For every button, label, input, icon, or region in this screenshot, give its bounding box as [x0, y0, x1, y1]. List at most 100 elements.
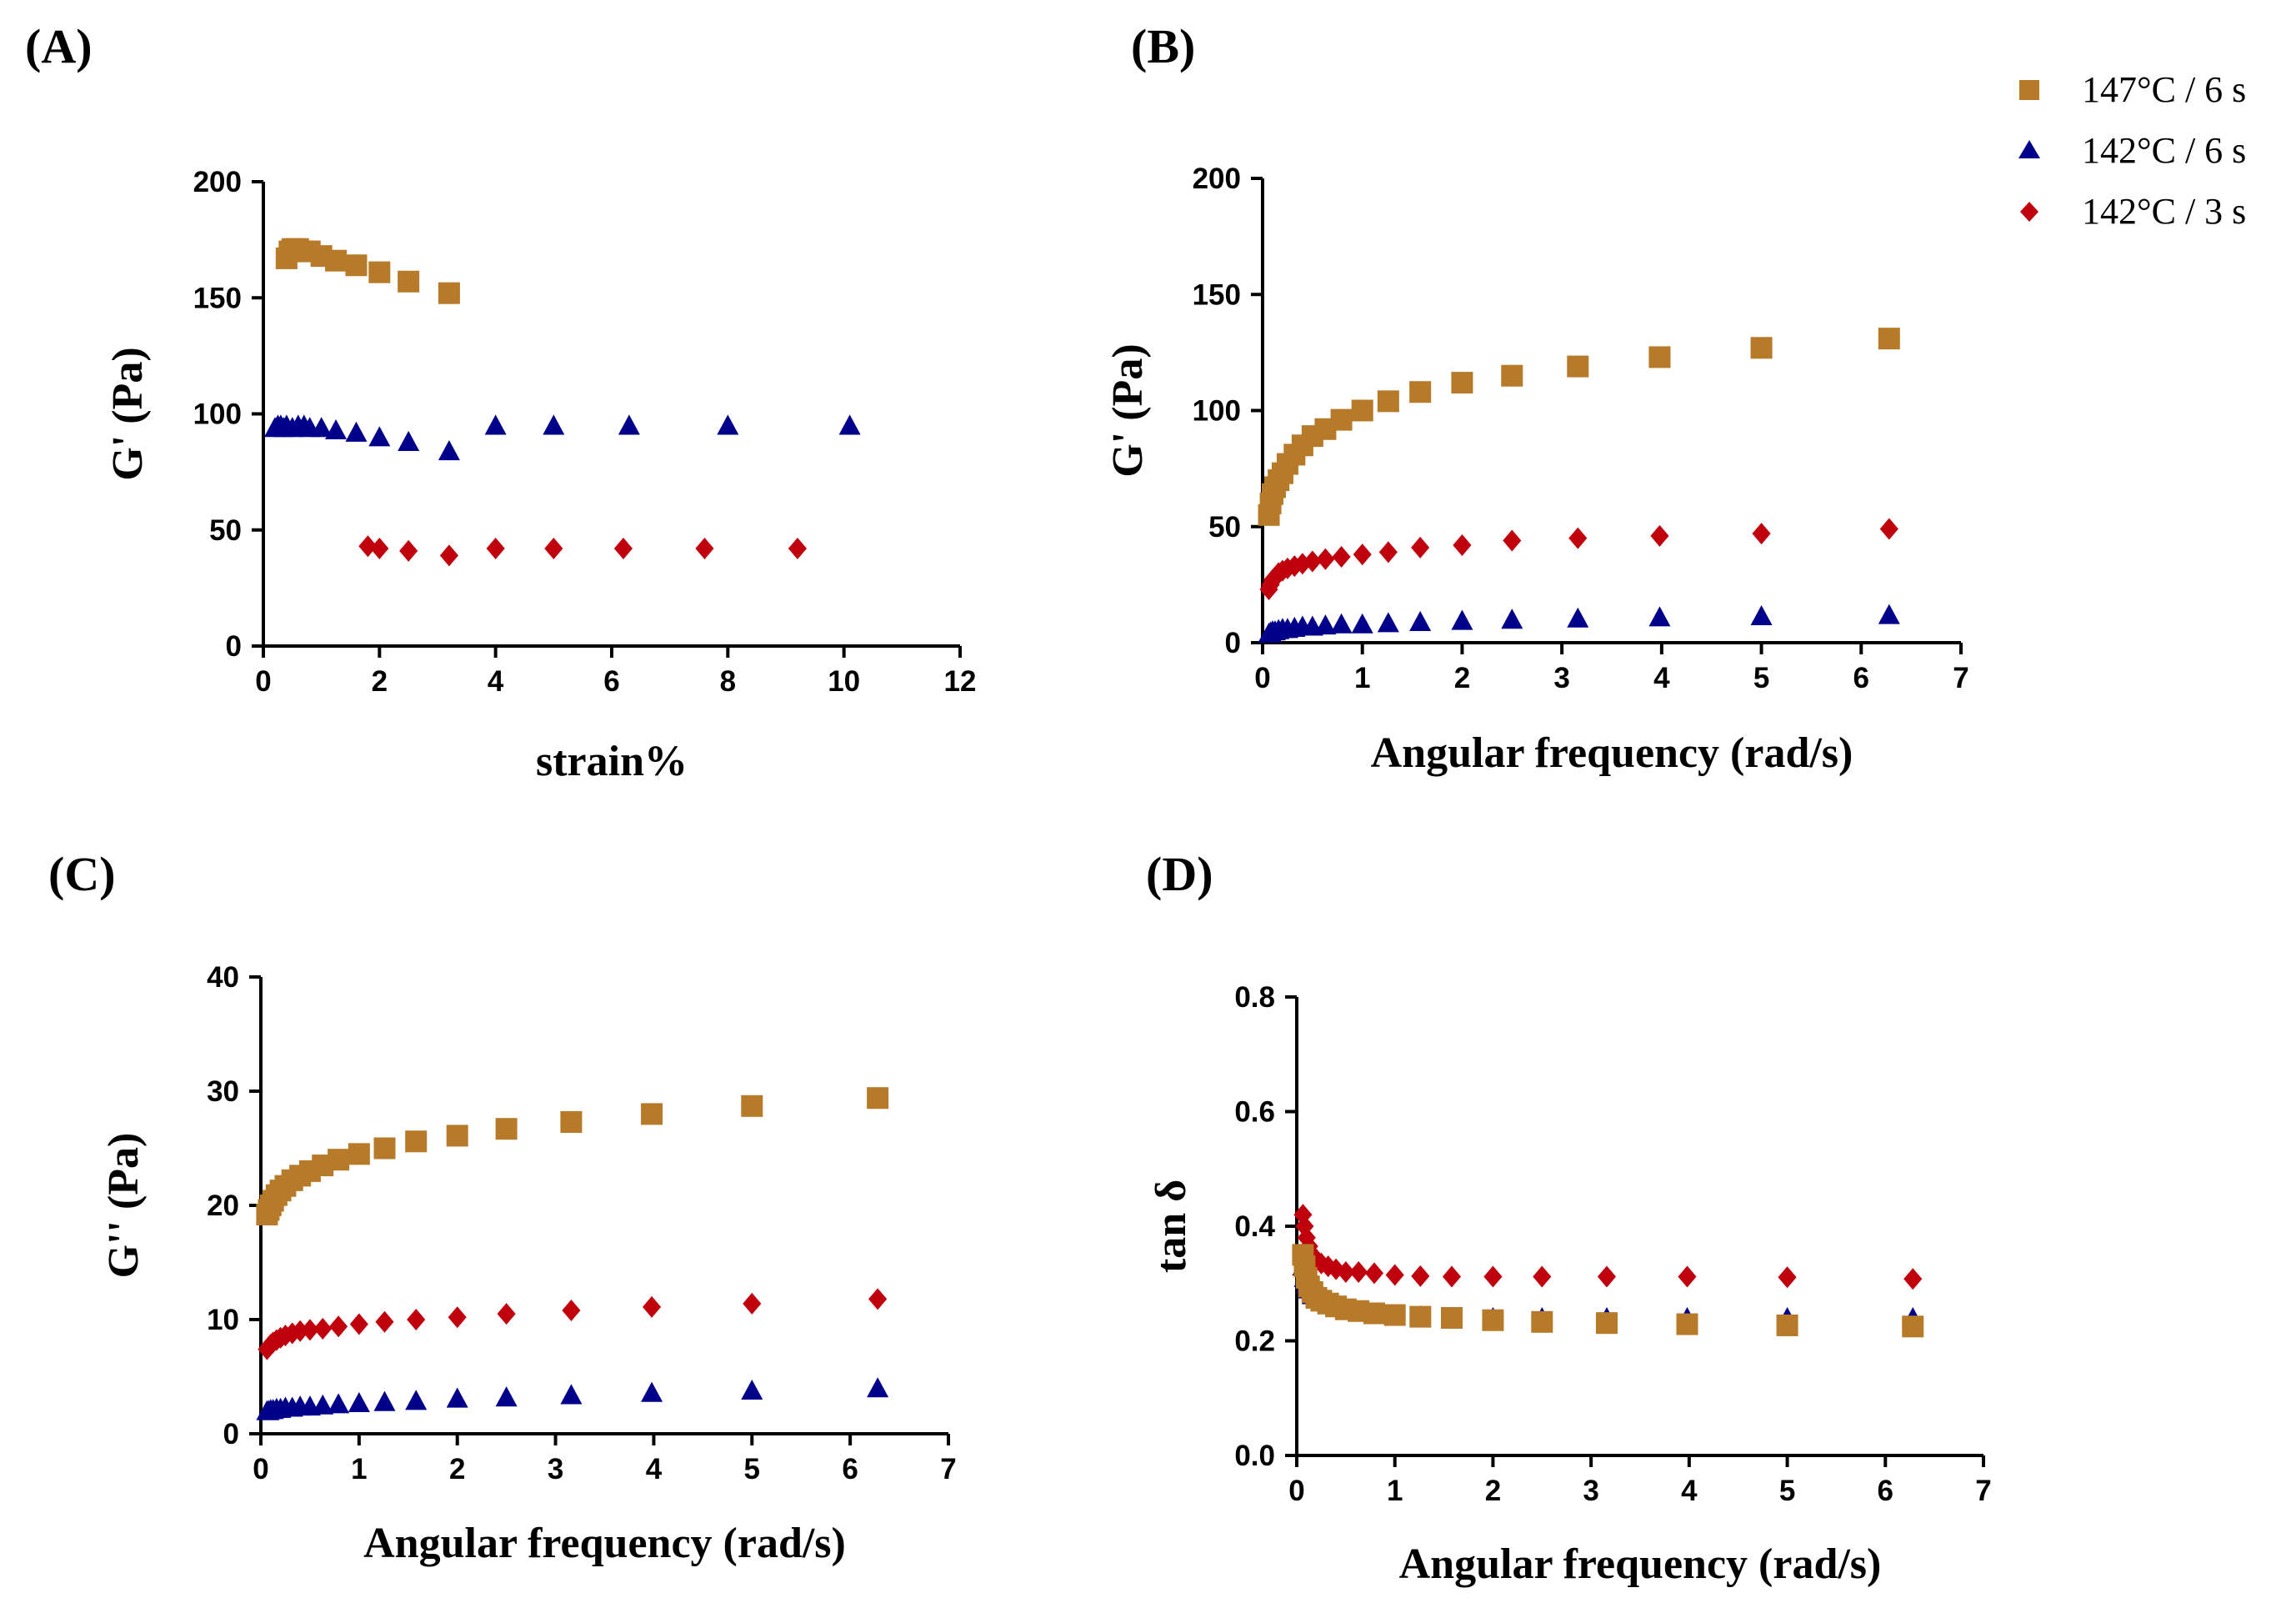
data-point [1351, 399, 1373, 422]
legend-marker-square [2019, 80, 2039, 100]
data-point [618, 414, 640, 435]
data-point [868, 1288, 888, 1310]
data-point [1353, 544, 1372, 566]
data-point [349, 1313, 368, 1335]
data-point [1501, 609, 1523, 629]
x-tick-label: 6 [842, 1453, 858, 1485]
data-point [1903, 1268, 1923, 1290]
y-tick-label: 50 [1208, 511, 1241, 544]
data-point [1314, 614, 1337, 635]
data-point [560, 1110, 583, 1133]
data-point [368, 261, 391, 283]
data-point [1531, 1310, 1553, 1333]
data-point [867, 1087, 889, 1110]
data-point [345, 421, 368, 442]
x-tick-label: 2 [1454, 662, 1470, 694]
legend-marker-triangle [2018, 140, 2040, 158]
data-point [373, 1137, 396, 1160]
y-tick-label: 20 [207, 1190, 239, 1222]
data-point [448, 1306, 467, 1329]
data-point [310, 417, 333, 438]
data-point [643, 1295, 662, 1318]
data-point [373, 1390, 396, 1411]
x-tick-label: 6 [1878, 1475, 1893, 1507]
series-diamond [358, 535, 807, 567]
data-point [1451, 372, 1473, 394]
x-tick-label: 0 [253, 1453, 268, 1485]
data-point [1752, 523, 1771, 545]
data-point [368, 426, 391, 447]
x-tick-label: 6 [603, 665, 619, 698]
y-tick-label: 0 [223, 1418, 239, 1450]
data-point [838, 414, 861, 435]
x-tick-label: 2 [372, 665, 388, 698]
data-point [1568, 527, 1588, 549]
data-point [1567, 355, 1589, 378]
data-point [1676, 1313, 1698, 1335]
data-point [438, 440, 460, 461]
data-point [544, 538, 563, 560]
x-tick-label: 4 [646, 1453, 663, 1485]
data-point [1483, 1265, 1503, 1288]
x-tick-label: 1 [351, 1453, 367, 1485]
x-tick-label: 4 [1653, 662, 1670, 694]
data-point [743, 1292, 762, 1315]
data-point [1316, 548, 1335, 570]
x-axis-title: Angular frequency (rad/s) [1399, 1540, 1882, 1588]
data-point [1377, 390, 1399, 413]
x-tick-label: 5 [1779, 1475, 1795, 1507]
data-point [1411, 536, 1430, 559]
data-point [312, 1394, 334, 1415]
data-point [562, 1300, 581, 1322]
data-point [405, 1390, 428, 1410]
series-square [256, 1087, 889, 1225]
data-point [1330, 613, 1353, 634]
data-point [484, 414, 507, 435]
x-tick-label: 0 [1288, 1475, 1304, 1507]
data-point [560, 1384, 583, 1405]
y-axis-title: G' (Pa) [1104, 343, 1152, 477]
data-point [1385, 1264, 1404, 1286]
chart-panel-d: 0 1 2 3 4 5 6 7 0.0 0.2 0.4 0.6 0.8 Angular frequency… [1148, 981, 1992, 1588]
y-tick-label: 0.0 [1234, 1440, 1275, 1472]
data-point [328, 1149, 350, 1171]
data-point [446, 1387, 468, 1408]
legend-marker-diamond [2020, 202, 2038, 222]
data-point [717, 414, 739, 435]
y-tick-label: 0.4 [1234, 1210, 1275, 1243]
data-point [1409, 610, 1432, 631]
panel-letter-b: (B) [1131, 19, 1195, 73]
series-diamond [258, 1288, 888, 1360]
data-point [1879, 518, 1898, 540]
chart-panel-a: 0 2 4 6 8 10 12 0 50 100 150 200 strain% G' (Pa) [104, 166, 976, 785]
data-point [325, 418, 348, 440]
x-tick-label: 3 [1583, 1475, 1598, 1507]
y-tick-label: 50 [209, 514, 242, 547]
y-tick-label: 30 [207, 1075, 239, 1108]
data-point [1648, 606, 1671, 627]
data-point [300, 1319, 319, 1341]
y-tick-label: 150 [193, 282, 242, 314]
chart-panel-b: 0 1 2 3 4 5 6 7 0 50 100 150 200 Angular frequency (r… [1104, 163, 1969, 777]
data-point [370, 538, 389, 560]
y-tick-label: 200 [193, 166, 242, 198]
data-point [1597, 1265, 1617, 1288]
data-point [1440, 1307, 1463, 1329]
x-tick-label: 0 [255, 665, 271, 698]
data-point [1378, 541, 1398, 564]
y-tick-label: 0 [226, 630, 242, 663]
y-axis-title: G'' (Pa) [100, 1133, 148, 1279]
data-point [867, 1377, 889, 1398]
data-point [291, 1320, 310, 1342]
x-tick-label: 4 [488, 665, 504, 698]
x-axis-title: Angular frequency (rad/s) [363, 1520, 846, 1567]
x-tick-label: 3 [1553, 662, 1569, 694]
data-point [399, 539, 418, 562]
data-point [1678, 1265, 1697, 1288]
data-point [345, 254, 368, 277]
y-tick-label: 0.6 [1234, 1096, 1275, 1129]
legend: 147°C / 6 s 142°C / 6 s 142°C / 3 s [2018, 69, 2246, 232]
x-tick-label: 5 [1753, 662, 1769, 694]
y-tick-label: 0.8 [1234, 981, 1275, 1014]
data-point [1750, 604, 1773, 626]
